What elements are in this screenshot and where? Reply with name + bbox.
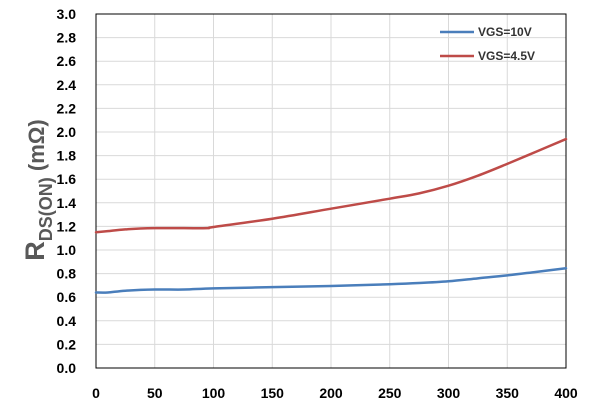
legend-label: VGS=4.5V [478, 49, 535, 63]
y-axis-label-unit: (mΩ) [24, 119, 49, 177]
x-tick-label: 50 [147, 385, 163, 401]
series-line-1 [94, 137, 568, 234]
y-tick-label: 0.4 [57, 313, 77, 329]
y-tick-label: 1.6 [57, 171, 77, 187]
y-tick-label: 0.2 [57, 336, 77, 352]
x-tick-label: 300 [437, 385, 461, 401]
y-tick-label: 1.0 [57, 242, 77, 258]
y-tick-label: 3.0 [57, 6, 77, 22]
y-tick-label: 1.2 [57, 218, 77, 234]
y-tick-label: 2.6 [57, 53, 77, 69]
y-tick-label: 2.0 [57, 124, 77, 140]
y-tick-label: 2.8 [57, 30, 77, 46]
y-tick-label: 1.8 [57, 148, 77, 164]
plot-area-border [95, 13, 567, 369]
y-tick-label: 0.8 [57, 266, 77, 282]
y-axis-label-main: R [20, 241, 50, 261]
y-axis-label: RDS(ON) (mΩ) [20, 119, 56, 260]
x-tick-label: 0 [92, 385, 100, 401]
y-tick-label: 0.0 [57, 360, 77, 376]
x-tick-label: 100 [202, 385, 226, 401]
x-tick-label: 150 [261, 385, 285, 401]
grid-lines [95, 13, 567, 369]
legend: VGS=10V VGS=4.5V [440, 25, 535, 63]
x-tick-label: 200 [319, 385, 343, 401]
y-tick-label: 2.2 [57, 100, 77, 116]
x-tick-label: 400 [554, 385, 578, 401]
y-tick-label: 0.6 [57, 289, 77, 305]
y-axis-ticks: 0.0 0.2 0.4 0.6 0.8 1.0 1.2 1.4 1.6 1.8 2.0 2.2 2.4 2… [57, 6, 77, 376]
x-tick-label: 350 [496, 385, 520, 401]
series-group [94, 137, 568, 294]
y-tick-label: 1.4 [57, 195, 77, 211]
legend-label: VGS=10V [478, 25, 532, 39]
y-axis-label-subscript: DS(ON) [36, 177, 56, 241]
y-tick-label: 2.4 [57, 77, 77, 93]
series-line-0 [94, 267, 568, 294]
x-axis-ticks: 0 50 100 150 200 250 300 350 400 [92, 385, 578, 401]
x-tick-label: 250 [378, 385, 402, 401]
